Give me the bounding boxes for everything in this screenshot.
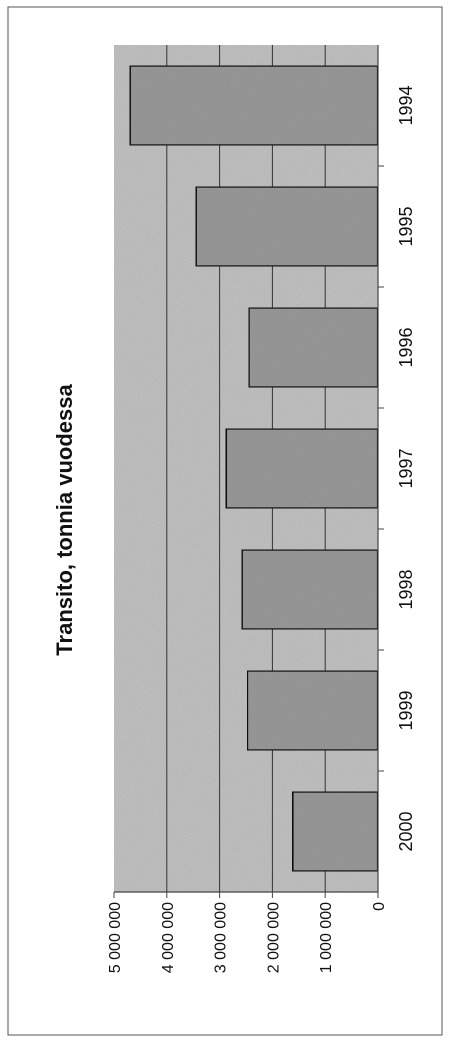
bar bbox=[224, 427, 380, 510]
x-tick-label: 2000 bbox=[396, 811, 416, 851]
x-tick-label: 1997 bbox=[396, 448, 416, 488]
y-tick-label: 1 000 000 bbox=[318, 902, 335, 973]
x-tick-label: 1996 bbox=[396, 327, 416, 367]
y-tick-label: 3 000 000 bbox=[213, 902, 230, 973]
chart-title: Transito, tonnia vuodessa bbox=[52, 384, 77, 656]
x-tick-label: 1995 bbox=[396, 206, 416, 246]
x-tick-label: 1994 bbox=[396, 85, 416, 125]
y-tick-label: 2 000 000 bbox=[265, 902, 282, 973]
x-tick-label: 1998 bbox=[396, 569, 416, 609]
x-tick-label: 1999 bbox=[396, 690, 416, 730]
y-tick-label: 5 000 000 bbox=[107, 902, 124, 973]
y-tick-label: 4 000 000 bbox=[160, 902, 177, 973]
bar bbox=[291, 790, 380, 873]
bar bbox=[245, 669, 380, 752]
bar bbox=[128, 64, 380, 147]
bar bbox=[194, 185, 380, 268]
y-tick-label: 0 bbox=[371, 902, 388, 911]
bar bbox=[240, 548, 380, 631]
bar bbox=[247, 306, 380, 389]
